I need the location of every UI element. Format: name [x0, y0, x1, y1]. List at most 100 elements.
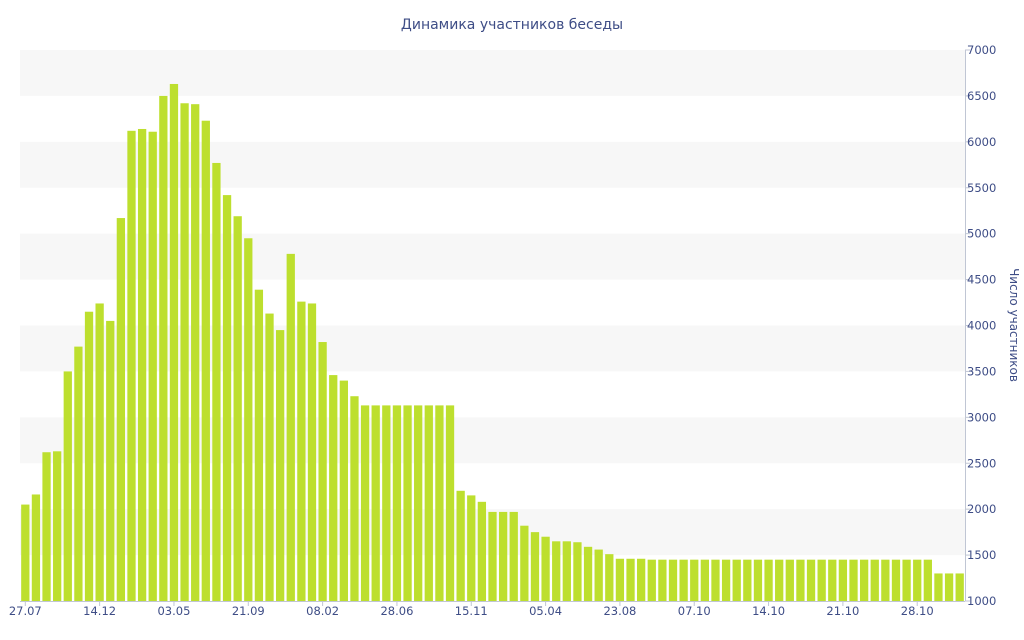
bar[interactable] — [573, 542, 582, 601]
bar[interactable] — [721, 559, 731, 601]
bar[interactable] — [743, 559, 752, 601]
bar[interactable] — [838, 559, 848, 601]
bar[interactable] — [902, 559, 911, 601]
bar[interactable] — [456, 490, 465, 601]
y-tick-label: 6000 — [967, 135, 996, 149]
bar[interactable] — [541, 536, 550, 601]
bar[interactable] — [944, 573, 954, 601]
bar[interactable] — [732, 559, 741, 601]
bar[interactable] — [148, 131, 157, 602]
bar[interactable] — [955, 573, 964, 601]
y-tick-label: 2500 — [967, 456, 996, 470]
bar[interactable] — [53, 451, 62, 601]
bar[interactable] — [212, 162, 221, 601]
bar[interactable] — [74, 346, 83, 601]
bar[interactable] — [106, 320, 115, 601]
bar[interactable] — [21, 504, 30, 601]
bar[interactable] — [350, 396, 359, 601]
bar[interactable] — [679, 559, 688, 601]
bar[interactable] — [605, 554, 614, 601]
bar[interactable] — [286, 253, 295, 601]
bar[interactable] — [169, 83, 179, 602]
x-tick-label: 28.10 — [901, 604, 934, 618]
bar[interactable] — [84, 311, 94, 601]
bar[interactable] — [764, 559, 773, 601]
bar[interactable] — [934, 573, 943, 601]
bar[interactable] — [520, 525, 529, 601]
bar[interactable] — [191, 104, 200, 602]
bar[interactable] — [828, 559, 837, 601]
bar[interactable] — [127, 130, 136, 601]
bar[interactable] — [318, 342, 327, 601]
bar[interactable] — [594, 549, 603, 601]
bar[interactable] — [371, 405, 380, 601]
bar[interactable] — [297, 301, 306, 601]
bar[interactable] — [95, 303, 104, 601]
bar[interactable] — [360, 405, 370, 601]
bar[interactable] — [392, 405, 402, 601]
y-tick-label: 5000 — [967, 227, 996, 241]
bar[interactable] — [700, 559, 709, 601]
x-tick-label: 27.07 — [9, 604, 42, 618]
bar[interactable] — [647, 559, 656, 601]
bar[interactable] — [690, 559, 699, 601]
bar[interactable] — [881, 559, 890, 601]
y-tick-label: 4500 — [967, 273, 996, 287]
bar[interactable] — [785, 559, 794, 601]
bar[interactable] — [498, 511, 508, 601]
bar[interactable] — [817, 559, 826, 601]
bar[interactable] — [137, 128, 147, 602]
grid-band — [20, 50, 965, 96]
bar[interactable] — [254, 289, 264, 601]
bar[interactable] — [265, 313, 274, 601]
bar[interactable] — [467, 495, 476, 601]
bar[interactable] — [583, 546, 593, 601]
bar[interactable] — [488, 511, 497, 601]
bar[interactable] — [913, 559, 922, 601]
bar[interactable] — [637, 558, 646, 601]
bar[interactable] — [244, 238, 253, 601]
bar[interactable] — [891, 559, 901, 601]
bar[interactable] — [339, 380, 348, 601]
bar[interactable] — [530, 532, 540, 602]
bar[interactable] — [870, 559, 879, 601]
bar[interactable] — [42, 452, 51, 601]
bar[interactable] — [276, 330, 285, 601]
bar[interactable] — [923, 559, 932, 601]
bar[interactable] — [859, 559, 869, 601]
bar[interactable] — [424, 405, 433, 601]
bar[interactable] — [159, 95, 168, 602]
bar[interactable] — [775, 559, 784, 601]
bar[interactable] — [552, 541, 561, 601]
bar[interactable] — [31, 494, 41, 601]
bar[interactable] — [63, 371, 72, 601]
bar[interactable] — [753, 559, 763, 601]
bar[interactable] — [435, 405, 444, 601]
x-tick-label: 07.10 — [678, 604, 711, 618]
bar[interactable] — [849, 559, 858, 601]
bar[interactable] — [615, 558, 625, 601]
bar[interactable] — [562, 541, 571, 601]
bar[interactable] — [711, 559, 720, 601]
bar[interactable] — [796, 559, 805, 601]
bar[interactable] — [233, 216, 242, 601]
bar[interactable] — [626, 558, 635, 601]
bar[interactable] — [382, 405, 391, 601]
bar[interactable] — [509, 511, 518, 601]
bar[interactable] — [477, 501, 487, 601]
bar[interactable] — [180, 103, 189, 601]
bar[interactable] — [201, 120, 210, 602]
bar[interactable] — [116, 218, 126, 601]
bar[interactable] — [403, 405, 412, 601]
bar[interactable] — [658, 559, 667, 601]
bar[interactable] — [414, 405, 423, 601]
x-tick-label: 05.04 — [529, 604, 562, 618]
bar[interactable] — [445, 405, 455, 601]
bar[interactable] — [329, 375, 338, 601]
bar[interactable] — [222, 195, 232, 601]
bar[interactable] — [668, 559, 678, 601]
bar[interactable] — [307, 303, 317, 601]
bar[interactable] — [806, 559, 816, 601]
